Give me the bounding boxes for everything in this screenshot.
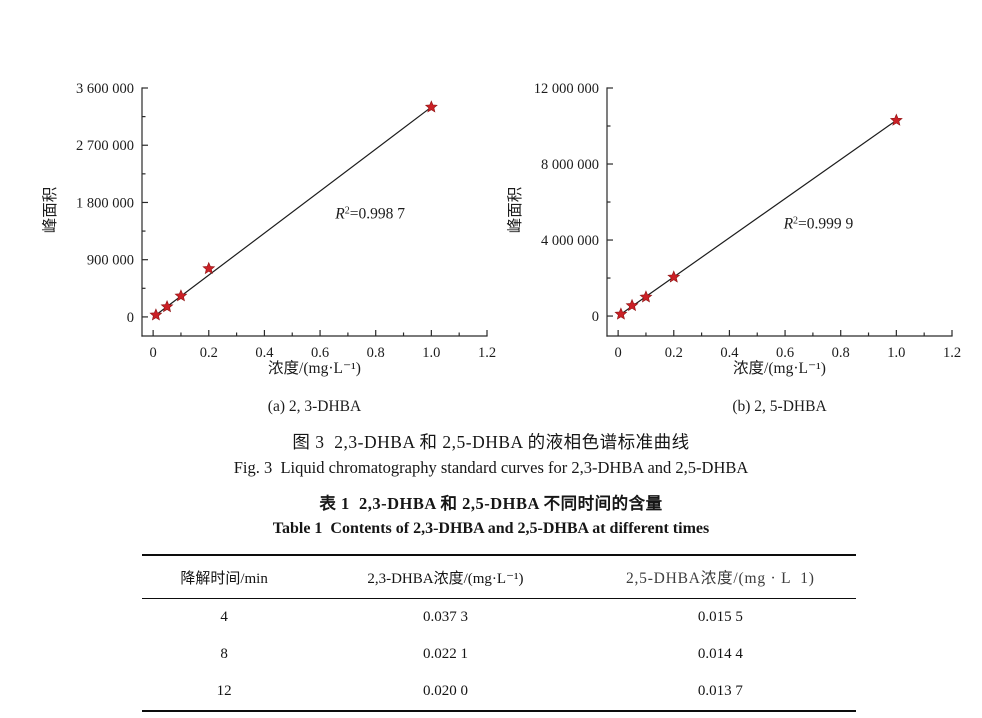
data-point-marker (614, 307, 628, 320)
y-tick-label: 12 000 000 (534, 81, 599, 97)
chart-subtitle: (a) 2, 3-DHBA (268, 398, 362, 415)
table-cell: 12 (216, 683, 232, 699)
fit-line (155, 106, 432, 316)
table-cell: 0.022 1 (422, 646, 468, 662)
x-tick-label: 0.4 (255, 345, 274, 361)
y-tick-label: 1 800 000 (76, 195, 134, 211)
contents-table: 降解时间/min 2,3-DHBA浓度/(mg·L⁻¹) 2,5-DHBA浓度/(m… (142, 554, 856, 712)
y-tick-label: 4 000 000 (541, 233, 599, 249)
y-tick-label: 3 600 000 (76, 81, 134, 97)
x-tick-label: 0 (615, 345, 622, 361)
x-tick-label: 0.8 (832, 345, 850, 361)
data-point-marker (202, 261, 216, 275)
x-tick-label: 0.4 (720, 345, 739, 361)
x-axis-label: 浓度/(mg·L⁻¹) (268, 359, 361, 377)
x-tick-label: 1.2 (943, 345, 961, 361)
data-point-marker (889, 113, 903, 126)
data-point-marker (149, 308, 163, 321)
y-axis-label: 峰面积 (506, 187, 524, 234)
table-caption-en: Table 1 Contents of 2,3-DHBA and 2,5-DHB… (272, 520, 710, 537)
x-tick-label: 1.0 (887, 345, 905, 361)
table-cell: 0.015 5 (697, 609, 743, 625)
y-tick-label: 2 700 000 (76, 138, 134, 154)
table-cell: 8 (220, 646, 228, 662)
fit-line (620, 119, 897, 315)
table-header-row: 降解时间/min 2,3-DHBA浓度/(mg·L⁻¹) 2,5-DHBA浓度/(m… (142, 555, 856, 599)
y-tick-label: 900 000 (87, 253, 134, 269)
table-header-cell: 2,3-DHBA浓度/(mg·L⁻¹) (367, 570, 524, 587)
standard-curve-chart-2-3-dhba: 0 0.2 0.4 0.6 0.8 1.0 1.2 0 900 000 1 800 000 2 70… (27, 60, 497, 425)
table-header-cell: 降解时间/min (180, 570, 268, 587)
table-header-cell: 2,5-DHBA浓度/(mg · L 1) (625, 570, 815, 587)
data-point-marker (625, 298, 639, 312)
table-row: 8 0.022 1 0.014 4 (142, 636, 856, 673)
x-axis-label: 浓度/(mg·L⁻¹) (733, 359, 826, 377)
curve-chart-svg: 0 0.2 0.4 0.6 0.8 1.0 1.2 0 900 000 1 800 000 2 70… (41, 81, 496, 415)
y-tick-label: 0 (592, 309, 599, 325)
r-squared-label: R2=0.999 9 (783, 216, 854, 233)
chart-subtitle: (b) 2, 5-DHBA (732, 398, 827, 415)
figure-caption-en: Fig. 3 Liquid chromatography standard cu… (233, 458, 749, 477)
table-row: 12 0.020 0 0.013 7 (142, 673, 856, 711)
table-cell: 0.014 4 (697, 646, 743, 662)
standard-curve-chart-2-5-dhba: 0 0.2 0.4 0.6 0.8 1.0 1.2 0 4 000 000 8 000 000 12… (492, 60, 962, 425)
table-cell: 0.020 0 (422, 683, 468, 699)
table-caption-zh: 表 1 2,3-DHBA 和 2,5-DHBA 不同时间的含量 (319, 494, 663, 513)
data-point-marker (160, 299, 174, 313)
y-tick-label: 8 000 000 (541, 157, 599, 173)
x-tick-label: 0.6 (776, 345, 794, 361)
data-point-marker (639, 290, 653, 303)
x-tick-label: 0.2 (200, 345, 218, 361)
table-cell: 0.013 7 (697, 683, 743, 699)
data-point-marker (424, 100, 438, 113)
x-tick-label: 0.2 (665, 345, 683, 361)
x-tick-label: 0.6 (311, 345, 329, 361)
x-tick-label: 0 (150, 345, 157, 361)
table-cell: 4 (220, 609, 228, 625)
x-tick-label: 1.0 (422, 345, 440, 361)
y-axis-label: 峰面积 (41, 187, 59, 234)
table-cell: 0.037 3 (422, 609, 468, 625)
figure-caption-zh: 图 3 2,3-DHBA 和 2,5-DHBA 的液相色谱标准曲线 (292, 432, 690, 452)
x-tick-label: 0.8 (367, 345, 385, 361)
data-point-marker (667, 270, 681, 283)
y-tick-label: 0 (127, 310, 134, 326)
r-squared-label: R2=0.998 7 (334, 205, 405, 222)
x-tick-label: 1.2 (478, 345, 496, 361)
table-row: 4 0.037 3 0.015 5 (142, 599, 856, 637)
data-point-marker (174, 289, 188, 302)
curve-chart-svg: 0 0.2 0.4 0.6 0.8 1.0 1.2 0 4 000 000 8 000 000 12… (506, 81, 961, 415)
